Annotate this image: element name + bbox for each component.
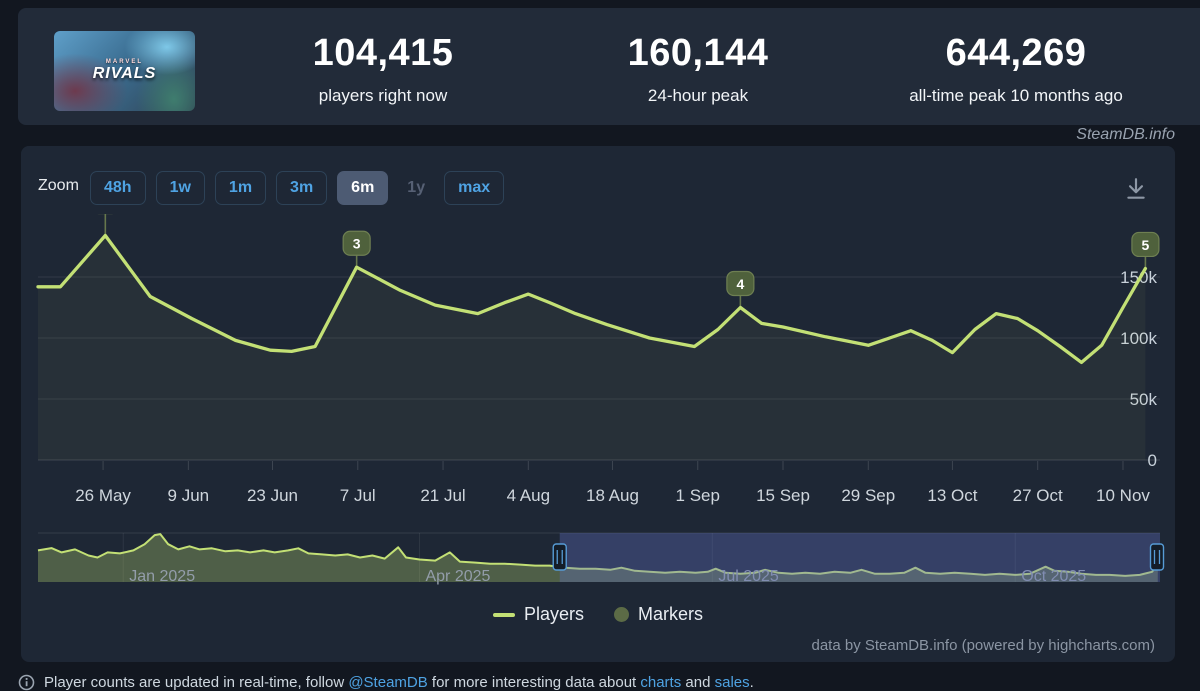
nav-month-label: Apr 2025 — [425, 568, 490, 585]
stat-alltime-peak: 644,269 all-time peak 10 months ago — [846, 32, 1186, 106]
nav-month-label: Jul 2025 — [718, 568, 779, 585]
marker-badge-label: 4 — [736, 276, 744, 292]
game-logo-top: MARVEL — [105, 59, 144, 65]
header-band: MARVEL RIVALS 104,415 players right now … — [18, 8, 1200, 125]
x-axis-label: 21 Jul — [420, 486, 465, 505]
stat-24h-peak: 160,144 24-hour peak — [528, 32, 868, 106]
legend-item-markers[interactable]: Markers — [614, 604, 703, 625]
y-axis-label: 0 — [1148, 451, 1157, 470]
y-axis-label: 100k — [1120, 329, 1157, 348]
zoom-1m-button[interactable]: 1m — [214, 171, 267, 205]
stat-players-now-value: 104,415 — [312, 32, 454, 74]
navigator-area-fill — [38, 534, 1158, 582]
x-axis-label: 1 Sep — [676, 486, 720, 505]
marker-badge-label: 5 — [1142, 237, 1150, 253]
x-axis-label: 27 Oct — [1013, 486, 1063, 505]
steamdb-watermark: SteamDB.info — [1076, 126, 1175, 143]
navigator-selected-range[interactable] — [559, 533, 1160, 582]
download-icon[interactable] — [1123, 176, 1149, 202]
stat-alltime-peak-value: 644,269 — [945, 32, 1087, 74]
game-logo: RIVALS — [92, 65, 157, 82]
stat-players-now: 104,415 players right now — [213, 32, 553, 106]
marker-badge-3[interactable] — [342, 230, 371, 256]
zoom-1w-button[interactable]: 1w — [155, 171, 205, 205]
footer-text-part: . — [749, 674, 754, 691]
players-line[interactable] — [36, 233, 1148, 365]
chart-credits-link[interactable]: data by SteamDB.info (powered by highcha… — [811, 637, 1156, 654]
game-capsule-image[interactable]: MARVEL RIVALS — [54, 31, 195, 111]
zoom-1y-button: 1y — [407, 179, 426, 196]
x-axis-label: 23 Jun — [247, 486, 298, 505]
players-line-swatch — [492, 612, 515, 617]
zoom-48h-button[interactable]: 48h — [90, 171, 146, 205]
legend-players-label: Players — [523, 604, 584, 624]
x-axis-label: 13 Oct — [927, 486, 977, 505]
chart-toolbar: Zoom 48h 1w 1m 3m 6m 1y max — [21, 146, 1175, 214]
stat-players-now-label: players right now — [318, 86, 448, 105]
marker-badge-5[interactable] — [1131, 231, 1160, 258]
chart-legend: Players Markers — [21, 604, 1175, 625]
zoom-6m-button[interactable]: 6m — [337, 171, 389, 205]
stat-24h-peak-label: 24-hour peak — [647, 86, 749, 105]
marker-badge-4[interactable] — [726, 270, 755, 297]
players-area-fill — [38, 235, 1146, 460]
x-axis-label: 9 Jun — [168, 486, 210, 505]
y-axis-label: 50k — [1130, 390, 1158, 409]
x-axis-label: 4 Aug — [507, 486, 551, 505]
chart-panel — [21, 146, 1175, 662]
nav-month-label: Jan 2025 — [129, 568, 195, 585]
x-axis-label: 10 Nov — [1096, 486, 1150, 505]
stat-24h-peak-value: 160,144 — [627, 32, 769, 74]
marker-badge-label: 3 — [353, 236, 361, 252]
navigator-line[interactable] — [37, 533, 1159, 577]
navigator-right-handle[interactable] — [1149, 543, 1165, 571]
zoom-range-buttons: 48h 1w 1m 3m 6m 1y max — [90, 171, 505, 205]
zoom-max-button[interactable]: max — [444, 171, 505, 205]
markers-circle-swatch — [614, 607, 629, 622]
x-axis-label: 26 May — [75, 486, 131, 505]
stat-alltime-peak-label: all-time peak 10 months ago — [909, 86, 1123, 105]
x-axis-label: 15 Sep — [756, 486, 810, 505]
x-axis-label: 7 Jul — [340, 486, 376, 505]
legend-markers-label: Markers — [638, 604, 704, 624]
x-axis-label: 18 Aug — [586, 486, 639, 505]
nav-month-label: Oct 2025 — [1021, 568, 1086, 585]
legend-item-players[interactable]: Players — [492, 604, 584, 625]
zoom-3m-button[interactable]: 3m — [276, 171, 328, 205]
zoom-label: Zoom — [38, 177, 79, 194]
x-axis-label: 29 Sep — [841, 486, 895, 505]
navigator-left-handle[interactable] — [552, 543, 567, 571]
